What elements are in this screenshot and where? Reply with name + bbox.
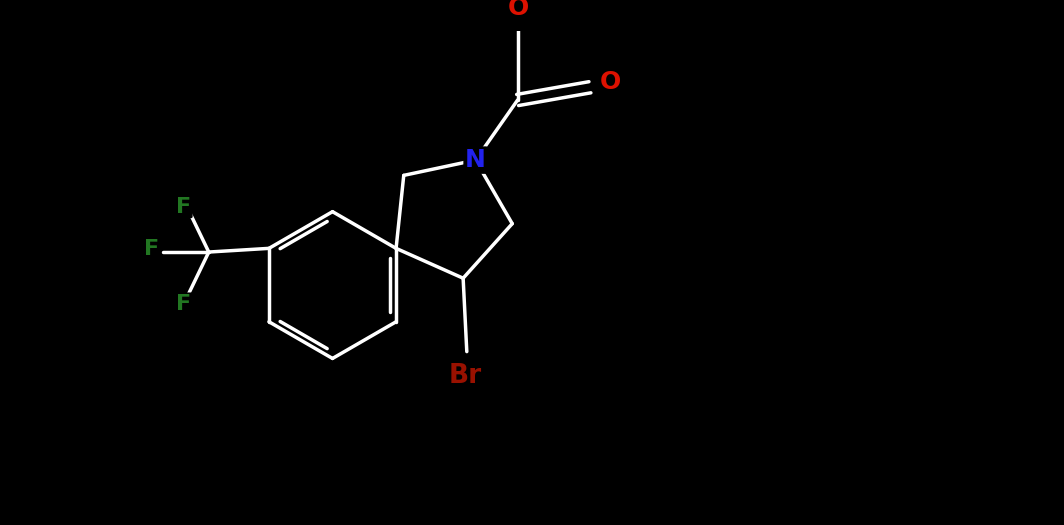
Text: Br: Br xyxy=(448,363,482,389)
Text: F: F xyxy=(145,239,160,259)
Text: O: O xyxy=(600,70,621,93)
Text: F: F xyxy=(176,197,192,217)
Text: N: N xyxy=(465,148,486,172)
Text: O: O xyxy=(508,0,529,20)
Text: F: F xyxy=(176,294,192,314)
